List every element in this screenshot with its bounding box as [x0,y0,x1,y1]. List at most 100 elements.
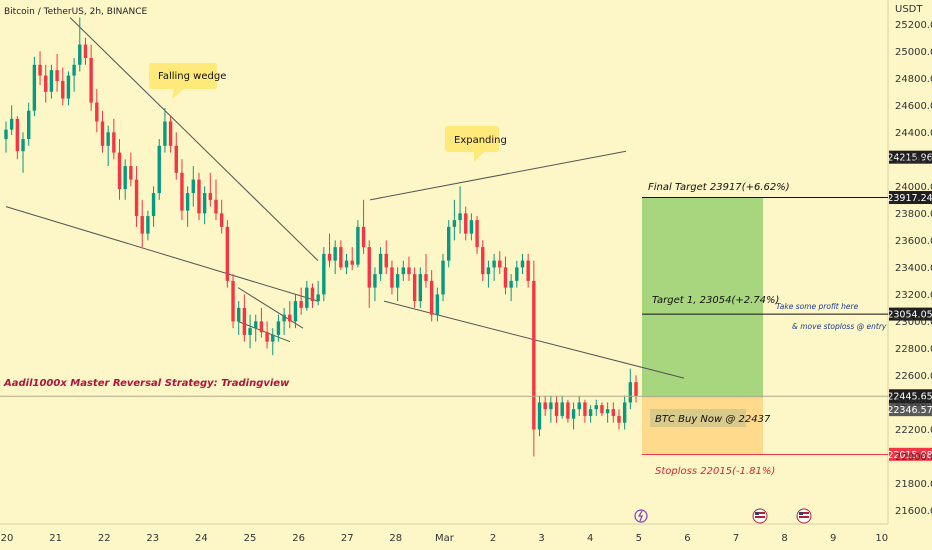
candle-body [384,253,388,268]
price-axis[interactable]: 21600.00 21800.00 22000.00 22200.00 22400.00… [895,20,932,517]
candle-body [327,253,332,261]
candle-body [174,145,178,173]
candle-body [27,110,31,140]
candle-body [32,64,37,111]
stoploss-label: Stoploss 22015(-1.81%) [655,466,775,477]
candle-body [66,75,71,99]
candle-body [543,402,547,410]
falling-wedge-callout: Falling wedge [149,63,226,99]
candle-body [4,129,8,140]
candle-body [310,287,315,302]
candle-body [412,274,417,302]
us-flag-event-icon[interactable] [752,508,768,524]
wedge-upper-line[interactable] [69,17,319,261]
candle-body [481,247,485,275]
y-tick-label: 23600.00 [895,236,932,247]
y-tick-label: 23800.00 [895,209,932,220]
x-tick-label: 4 [587,533,593,544]
candle-body [447,226,451,261]
y-tick-label: 22000.00 [895,452,932,463]
candle-body [605,409,610,414]
candle-body [469,220,474,234]
candle-body [288,314,292,322]
candle-body [129,166,133,180]
candle-body [344,260,349,268]
price-tag-label: 23917.24 [887,193,932,204]
candle-body [429,280,434,315]
candle-body [316,294,320,302]
x-tick-label: 10 [875,533,888,544]
x-tick-label: 9 [830,533,836,544]
candle-body [611,409,615,416]
take-profit-label: Take some profit here [776,302,859,311]
minor-wedge-upper-line[interactable] [237,287,304,329]
candle-body [163,121,167,146]
y-tick-label: 24000.00 [895,182,932,193]
x-tick-label: 21 [49,533,62,544]
candle-body [254,321,258,329]
candle-body [100,121,105,146]
price-tag[interactable] [889,447,932,461]
candle-body [271,334,275,342]
price-tag[interactable] [889,403,932,417]
x-tick-label: 6 [684,533,690,544]
price-levels: 24215.9623917.2423054.0522445.6501:01:20… [0,150,932,461]
candle-body [38,64,42,76]
candle-body [123,166,127,190]
candle-body [151,193,156,217]
price-tag[interactable] [889,191,932,205]
x-tick-label: 5 [636,533,642,544]
candle-body [117,152,122,190]
minor-wedge-lower-line[interactable] [237,320,291,343]
y-tick-label: 21600.00 [895,506,932,517]
y-tick-label: 23000.00 [895,317,932,328]
candle-body [509,280,513,288]
y-tick-label: 24800.00 [895,74,932,85]
time-axis[interactable]: 20 21 22 23 24 25 26 27 28 Mar 2 3 4 5 6 7 8 9 10 [1,533,889,544]
candle-body [185,193,190,211]
expanding-callout: Expanding [445,126,507,162]
y-tick-label: 24200.00 [895,155,932,166]
candle-body [305,287,309,308]
candle-body [168,121,173,146]
x-tick-label: 28 [389,533,402,544]
candle-body [356,226,360,265]
candle-body [537,402,542,430]
x-tick-label: 20 [1,533,14,544]
target-zone [642,197,763,398]
y-tick-label: 22200.00 [895,425,932,436]
candle-body [248,328,252,335]
y-tick-label: 25200.00 [895,20,932,31]
candle-body [418,274,423,302]
price-tag[interactable] [889,150,932,164]
candle-body [259,321,264,333]
candle-body [72,64,76,76]
candle-body [367,247,371,288]
candle-body [486,267,491,275]
y-tick-label: 22600.00 [895,371,932,382]
lightning-event-icon[interactable] [634,509,648,523]
expanding-upper-line[interactable] [369,150,627,201]
candle-body [49,70,54,92]
us-flag-event-icon-2[interactable] [796,508,812,524]
candle-body [276,321,281,335]
candle-body [95,102,99,122]
candle-body [15,118,20,152]
y-tick-label: 22400.00 [895,398,932,409]
candle-body [390,267,394,288]
price-tag-label: 22015.98 [887,450,932,461]
candle-body [566,402,570,419]
price-tag[interactable] [889,307,932,321]
candle-body [492,260,496,268]
buy-now-badge [650,409,746,427]
candle-body [571,409,576,419]
candle-body [583,402,587,416]
candle-body [560,402,564,416]
candle-body [89,58,93,103]
y-tick-label: 25000.00 [895,47,932,58]
y-tick-label: 24600.00 [895,101,932,112]
candle-body [526,260,530,281]
wedge-lower-line[interactable] [5,206,319,302]
